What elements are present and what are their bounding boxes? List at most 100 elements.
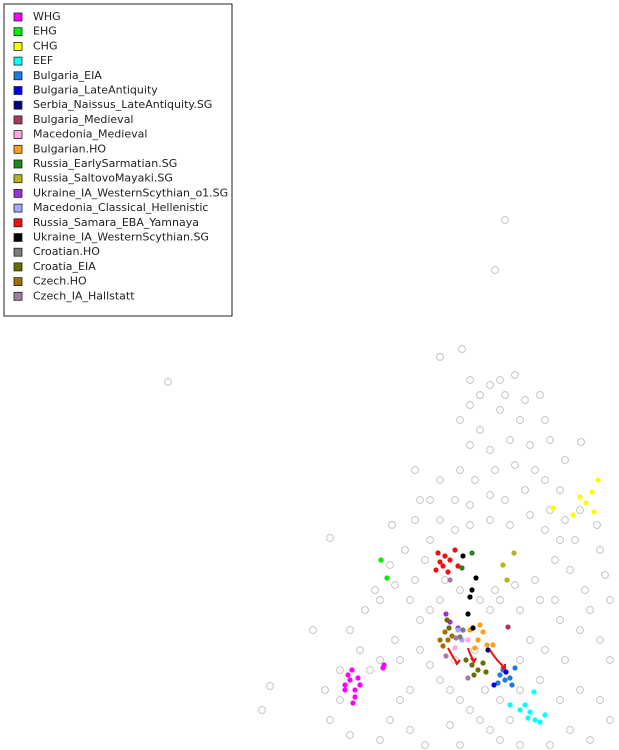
data-point [497, 672, 503, 678]
reference-point [411, 466, 419, 474]
data-point [522, 702, 528, 708]
legend-label: Russia_Samara_EBA_Yamnaya [33, 216, 199, 229]
data-point [511, 550, 517, 556]
reference-point [456, 696, 464, 704]
legend-swatch [13, 71, 23, 81]
reference-point [396, 696, 404, 704]
data-point [485, 647, 491, 653]
reference-point [258, 706, 266, 714]
reference-point [606, 656, 614, 664]
data-point [470, 625, 476, 631]
data-point [502, 677, 508, 683]
data-point [505, 624, 511, 630]
reference-point [456, 466, 464, 474]
legend-label: Macedonia_Classical_Hellenistic [33, 201, 208, 214]
reference-point [531, 466, 539, 474]
plot-area [164, 41, 614, 749]
reference-point [546, 741, 554, 749]
data-point [440, 563, 446, 569]
data-point [437, 637, 443, 643]
data-point [446, 625, 452, 631]
legend-label: Ukraine_IA_WesternScythian_o1.SG [33, 186, 228, 199]
data-point [455, 563, 461, 569]
reference-point [581, 586, 589, 594]
reference-point [401, 546, 409, 554]
reference-point [451, 526, 459, 534]
reference-point [466, 441, 474, 449]
legend-swatch [13, 100, 23, 110]
reference-point [476, 426, 484, 434]
reference-point [391, 581, 399, 589]
reference-point [511, 581, 519, 589]
reference-point [388, 521, 396, 529]
data-point [442, 553, 448, 559]
reference-point [491, 586, 499, 594]
data-point [477, 622, 483, 628]
legend-label: Russia_EarlySarmatian.SG [33, 157, 177, 170]
data-point [352, 687, 358, 693]
reference-point [406, 726, 414, 734]
reference-point [526, 441, 534, 449]
reference-point [576, 506, 584, 514]
reference-point [521, 396, 529, 404]
reference-point [451, 656, 459, 664]
data-point [447, 577, 453, 583]
reference-point [576, 686, 584, 694]
data-point [457, 634, 463, 640]
data-point [550, 505, 556, 511]
reference-point [466, 401, 474, 409]
legend-swatch [13, 159, 23, 169]
reference-point [456, 416, 464, 424]
reference-point [496, 596, 504, 604]
arrow-head [454, 659, 461, 666]
reference-point [396, 656, 404, 664]
reference-point [466, 376, 474, 384]
reference-point [466, 521, 474, 529]
reference-point [346, 626, 354, 634]
legend-swatch [13, 233, 23, 242]
reference-point [451, 496, 459, 504]
reference-point [458, 345, 466, 353]
reference-point [606, 716, 614, 724]
data-point [452, 645, 458, 651]
reference-point [476, 596, 484, 604]
data-point [349, 667, 355, 673]
reference-point [601, 571, 609, 579]
data-point [595, 477, 601, 483]
reference-point [536, 596, 544, 604]
reference-point [336, 666, 344, 674]
data-point [471, 672, 477, 678]
reference-point [516, 606, 524, 614]
reference-point [326, 716, 334, 724]
legend-label: EHG [33, 25, 57, 38]
reference-point [501, 391, 509, 399]
data-point [445, 637, 451, 643]
reference-point [506, 436, 514, 444]
data-point [381, 662, 387, 668]
data-point [589, 489, 595, 495]
reference-point [516, 686, 524, 694]
reference-point [606, 596, 614, 604]
reference-point [586, 736, 594, 744]
reference-point [496, 406, 504, 414]
reference-point [456, 741, 464, 749]
data-point [472, 645, 478, 651]
reference-point [486, 381, 494, 389]
data-point [525, 715, 531, 721]
reference-point [561, 656, 569, 664]
data-point [347, 677, 353, 683]
reference-point [486, 606, 494, 614]
reference-point [596, 696, 604, 704]
legend-box [3, 3, 233, 317]
data-point [460, 627, 466, 633]
reference-point [501, 496, 509, 504]
data-point [577, 494, 583, 500]
legend-swatch [13, 27, 23, 37]
reference-point [586, 606, 594, 614]
reference-point [561, 456, 569, 464]
reference-point [426, 661, 434, 669]
reference-point [411, 516, 419, 524]
legend-label: Croatian.HO [33, 245, 100, 258]
data-point [480, 629, 486, 635]
